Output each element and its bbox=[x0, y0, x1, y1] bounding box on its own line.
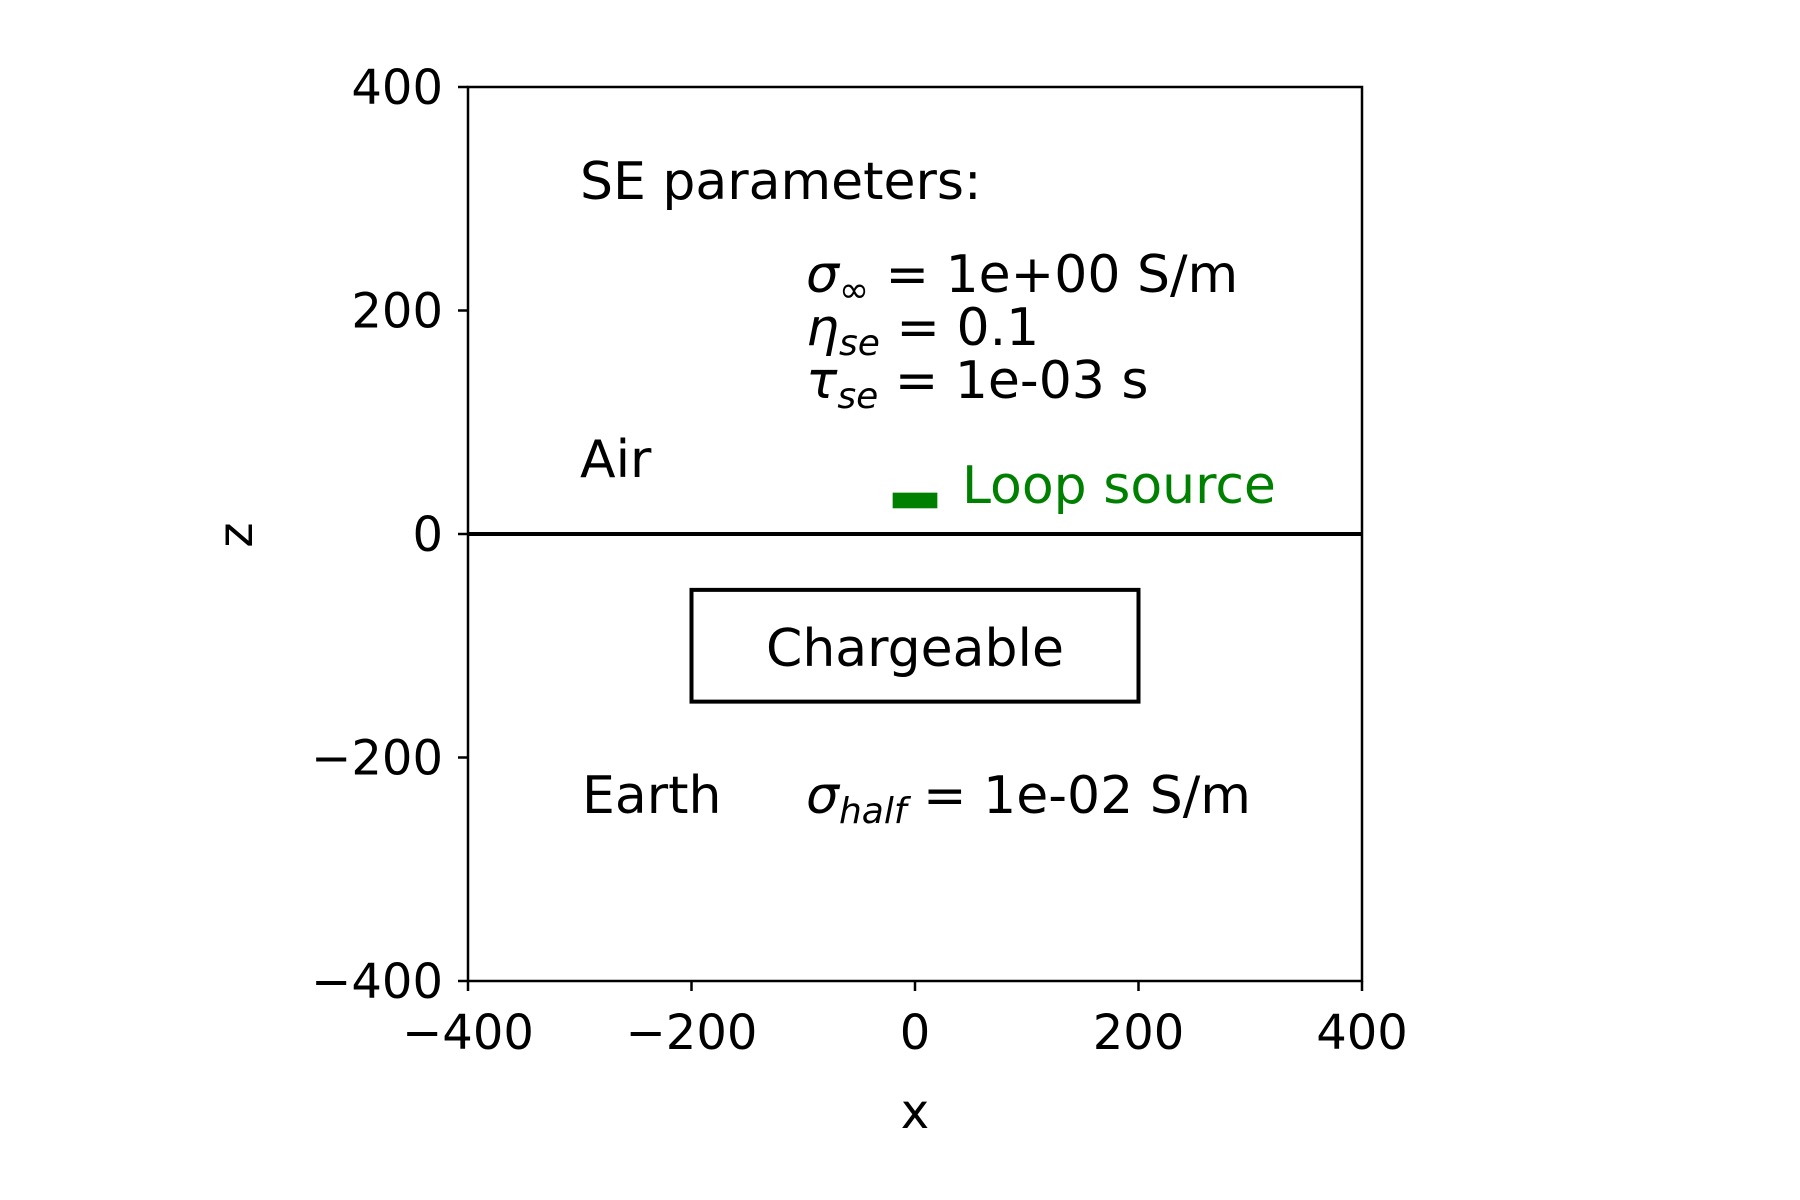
tau-se-annotation: τse = 1e-03 s bbox=[806, 351, 1148, 417]
plot-frame bbox=[466, 85, 1364, 983]
eta-se-symbol: η bbox=[806, 298, 839, 358]
x-tick-label: 400 bbox=[1316, 1005, 1408, 1061]
tau-se-value: = 1e-03 s bbox=[878, 351, 1148, 411]
chargeable-body bbox=[689, 587, 1141, 704]
y-tick-label: 400 bbox=[351, 60, 443, 116]
sigma-half-annotation: σhalf = 1e-02 S/m bbox=[806, 766, 1251, 832]
y-tick-label: 0 bbox=[412, 507, 443, 563]
earth-label: Earth bbox=[582, 766, 721, 826]
se-parameters-title: SE parameters: bbox=[580, 152, 982, 212]
x-axis-label: x bbox=[901, 1084, 929, 1140]
sigma-inf-symbol: σ bbox=[806, 245, 841, 305]
sigma-inf-annotation: σ∞ = 1e+00 S/m bbox=[806, 245, 1238, 311]
y-axis-label: z bbox=[208, 522, 264, 547]
sigma-half-symbol: σ bbox=[806, 766, 841, 826]
tau-se-subscript: se bbox=[837, 376, 878, 417]
y-tick-label: 200 bbox=[351, 284, 443, 340]
eta-se-annotation: ηse = 0.1 bbox=[806, 298, 1039, 364]
air-label: Air bbox=[580, 430, 652, 490]
tau-se-symbol: τ bbox=[806, 351, 838, 411]
y-tick-label: −200 bbox=[311, 731, 443, 787]
eta-se-value: = 0.1 bbox=[880, 298, 1039, 358]
sigma-inf-subscript: ∞ bbox=[839, 270, 869, 311]
eta-se-subscript: se bbox=[839, 323, 880, 364]
chargeable-label: Chargeable bbox=[766, 619, 1064, 679]
sigma-half-subscript: half bbox=[839, 791, 912, 832]
loop-source-label: Loop source bbox=[962, 456, 1276, 516]
sigma-half-value: = 1e-02 S/m bbox=[907, 766, 1251, 826]
sigma-inf-value: = 1e+00 S/m bbox=[869, 245, 1238, 305]
x-tick-label: −200 bbox=[626, 1005, 758, 1061]
x-tick-label: 200 bbox=[1093, 1005, 1185, 1061]
x-tick-label: 0 bbox=[900, 1005, 931, 1061]
loop-source-marker bbox=[892, 492, 938, 509]
y-tick-label: −400 bbox=[311, 954, 443, 1010]
x-tick-label: −400 bbox=[402, 1005, 534, 1061]
